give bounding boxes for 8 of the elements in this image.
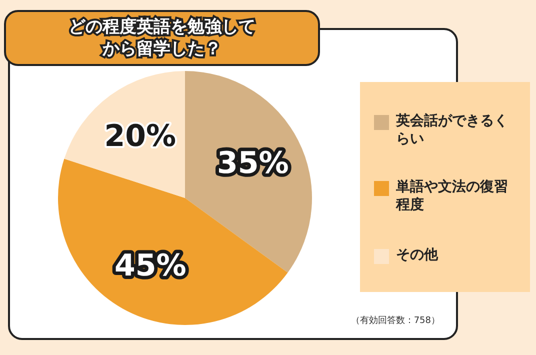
- data-label: 45%: [114, 248, 186, 284]
- data-label: 35%: [216, 146, 289, 181]
- legend-label: 単語や文法の復習程度: [396, 178, 509, 214]
- text: （有効回答数：758）: [350, 314, 440, 327]
- chart-title: どの程度英語を勉強してから留学した？: [68, 16, 256, 60]
- data-label: 20%: [104, 118, 176, 154]
- legend-label: その他: [396, 246, 440, 264]
- legend-label: 英会話ができるくらい: [396, 112, 509, 148]
